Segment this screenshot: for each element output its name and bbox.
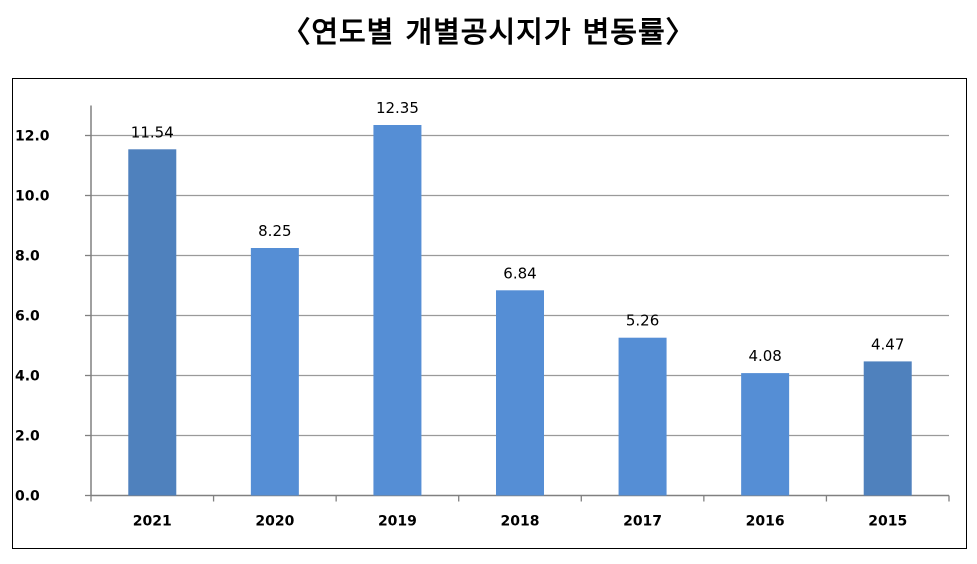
x-tick-labels: 2021 2020 2019 2018 2017 2016 2015 [133,514,907,530]
x-tick-label-2018: 2018 [501,514,540,530]
y-tick-label: 0.0 [15,489,40,505]
data-label-2017: 5.26 [626,312,659,330]
y-tick-label: 12.0 [15,129,50,145]
y-tick-label: 2.0 [15,429,40,445]
bar-chart: 11.54 8.25 12.35 6.84 5.26 4.08 4.47 0.0 2.0 4.0… [15,99,950,530]
data-label-2018: 6.84 [503,264,536,282]
bars [128,125,912,496]
bar-2019 [373,125,422,496]
y-tick-label: 10.0 [15,189,50,205]
chart-frame: 11.54 8.25 12.35 6.84 5.26 4.08 4.47 0.0 2.0 4.0… [12,78,967,549]
bar-2018 [496,290,544,496]
x-tick-label-2016: 2016 [746,514,785,530]
data-label-2016: 4.08 [748,347,781,365]
y-tick-label: 6.0 [15,309,40,325]
x-tick-label-2015: 2015 [868,514,907,530]
x-tick-label-2020: 2020 [255,514,294,530]
bar-2015 [863,361,912,496]
x-tick-label-2017: 2017 [623,514,662,530]
bar-2016 [741,373,790,496]
data-label-2021: 11.54 [131,123,174,141]
chart-title: 〈연도별 개별공시지가 변동률〉 [281,15,696,49]
y-tick-label: 8.0 [15,249,40,265]
data-label-2019: 12.35 [376,99,419,117]
data-label-2015: 4.47 [871,335,904,353]
y-tick-labels: 0.0 2.0 4.0 6.0 8.0 10.0 12.0 [15,129,50,505]
data-labels: 11.54 8.25 12.35 6.84 5.26 4.08 4.47 [131,99,905,365]
bar-2017 [618,337,667,496]
x-tick-label-2019: 2019 [378,514,417,530]
x-tick-label-2021: 2021 [133,514,172,530]
bar-2021 [128,149,177,496]
data-label-2020: 8.25 [258,222,291,240]
y-tick-label: 4.0 [15,369,40,385]
bar-2020 [250,248,299,496]
